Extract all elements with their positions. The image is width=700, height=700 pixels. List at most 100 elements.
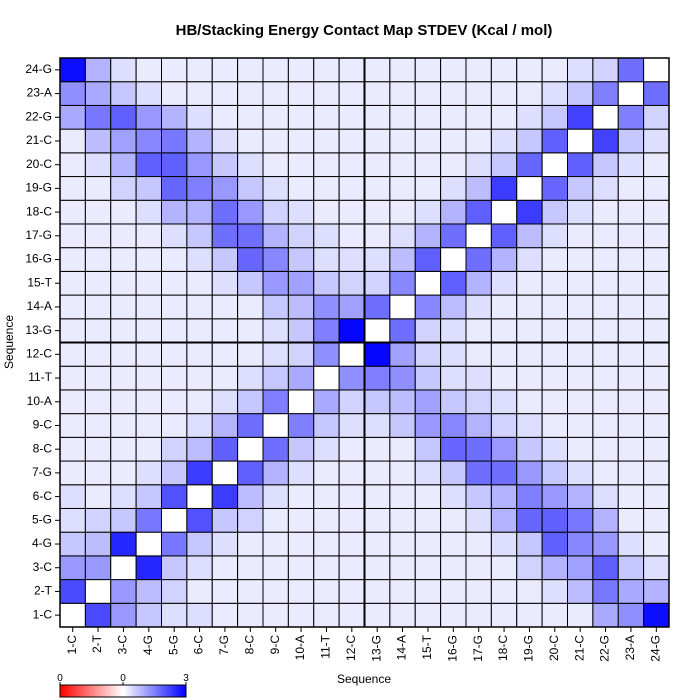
heatmap-cell: [59, 152, 86, 178]
heatmap-cell: [516, 81, 543, 106]
heatmap-cell: [541, 365, 568, 391]
heatmap-cell: [414, 128, 442, 154]
heatmap-cell: [516, 413, 543, 438]
heatmap-cell: [110, 223, 137, 249]
heatmap-cell: [389, 602, 416, 628]
x-tick-label: 13-G: [369, 635, 383, 662]
heatmap-cell: [211, 413, 239, 438]
heatmap-cell: [338, 602, 365, 628]
heatmap-cell: [567, 484, 594, 509]
heatmap-cell: [110, 579, 137, 604]
heatmap-cell: [440, 555, 467, 581]
heatmap-cell: [617, 128, 645, 154]
heatmap-cell: [287, 199, 315, 225]
heatmap-cell: [313, 176, 340, 201]
heatmap-cell: [643, 555, 670, 581]
heatmap-cell: [110, 436, 137, 462]
heatmap-cell: [592, 484, 619, 509]
heatmap-cell: [186, 531, 213, 557]
heatmap-cell: [313, 104, 340, 130]
heatmap-cell: [211, 602, 239, 628]
heatmap-cell: [516, 152, 543, 178]
x-tick-label: 10-A: [293, 635, 307, 660]
heatmap-cell: [313, 531, 340, 557]
heatmap-cell: [389, 484, 416, 509]
heatmap-cell: [262, 247, 289, 272]
heatmap-cell: [84, 460, 112, 486]
heatmap-cell: [110, 460, 137, 486]
heatmap-cell: [161, 247, 188, 272]
heatmap-cell: [541, 57, 568, 83]
heatmap-cell: [338, 223, 365, 249]
x-tick-label: 17-G: [471, 635, 485, 662]
heatmap-cell: [414, 342, 442, 367]
heatmap-cell: [287, 389, 315, 415]
heatmap-cell: [364, 318, 391, 343]
heatmap-cell: [135, 531, 162, 557]
heatmap-cell: [59, 199, 86, 225]
heatmap-cell: [59, 57, 86, 83]
heatmap-cell: [465, 436, 492, 462]
y-tick-label: 19-G: [25, 181, 52, 195]
heatmap-cell: [592, 579, 619, 604]
heatmap-cell: [643, 342, 670, 367]
heatmap-cell: [516, 128, 543, 154]
heatmap-cell: [440, 57, 467, 83]
heatmap-cell: [262, 365, 289, 391]
heatmap-cell: [237, 579, 264, 604]
heatmap-cell: [567, 389, 594, 415]
heatmap-cell: [313, 507, 340, 533]
heatmap-cell: [135, 152, 162, 178]
heatmap-cell: [490, 602, 518, 628]
heatmap-cell: [135, 294, 162, 320]
heatmap-cell: [516, 484, 543, 509]
heatmap-cell: [414, 365, 442, 391]
heatmap-cell: [516, 223, 543, 249]
heatmap-cell: [211, 389, 239, 415]
heatmap-cell: [313, 318, 340, 343]
heatmap-cell: [262, 152, 289, 178]
heatmap-cell: [110, 365, 137, 391]
heatmap-cell: [389, 460, 416, 486]
heatmap-cell: [414, 199, 442, 225]
heatmap-cell: [338, 389, 365, 415]
heatmap-cell: [211, 176, 239, 201]
x-tick-label: 9-C: [268, 635, 282, 655]
x-tick-labels: 1-C 2-T 3-C 4-G 5-G 6-C 7-G 8-C 9-C 10-A 11-T 12-C 1…: [65, 627, 662, 662]
heatmap-cell: [465, 318, 492, 343]
heatmap-cell: [516, 294, 543, 320]
heatmap-cell: [186, 484, 213, 509]
heatmap-cell: [84, 152, 112, 178]
y-tick-label: 24-G: [25, 62, 52, 76]
heatmap-cell: [516, 318, 543, 343]
heatmap-cell: [287, 176, 315, 201]
heatmap-cell: [643, 460, 670, 486]
heatmap-cell: [440, 247, 467, 272]
heatmap-cell: [592, 460, 619, 486]
heatmap-cell: [364, 342, 391, 367]
heatmap-cell: [237, 128, 264, 154]
heatmap-cell: [541, 507, 568, 533]
x-tick-label: 21-C: [572, 635, 586, 661]
heatmap-cell: [211, 318, 239, 343]
heatmap-cell: [110, 176, 137, 201]
heatmap-cell: [287, 318, 315, 343]
heatmap-cell: [490, 223, 518, 249]
heatmap-cell: [338, 365, 365, 391]
heatmap-cell: [364, 484, 391, 509]
heatmap-cell: [643, 270, 670, 296]
heatmap-cell: [490, 507, 518, 533]
heatmap-cell: [567, 318, 594, 343]
heatmap-cell: [287, 81, 315, 106]
heatmap-cell: [364, 555, 391, 581]
y-tick-labels: 1-C 2-T 3-C 4-G 5-G 6-C 7-G 8-C 9-C 10-A 11-T 12-C 1…: [25, 62, 60, 621]
heatmap-cell: [161, 484, 188, 509]
heatmap-cell: [313, 413, 340, 438]
heatmap-cell: [338, 484, 365, 509]
heatmap-cell: [110, 152, 137, 178]
heatmap-cell: [541, 460, 568, 486]
x-tick-label: 23-A: [623, 635, 637, 660]
heatmap-cell: [338, 555, 365, 581]
heatmap-cell: [287, 365, 315, 391]
heatmap-cell: [338, 152, 365, 178]
